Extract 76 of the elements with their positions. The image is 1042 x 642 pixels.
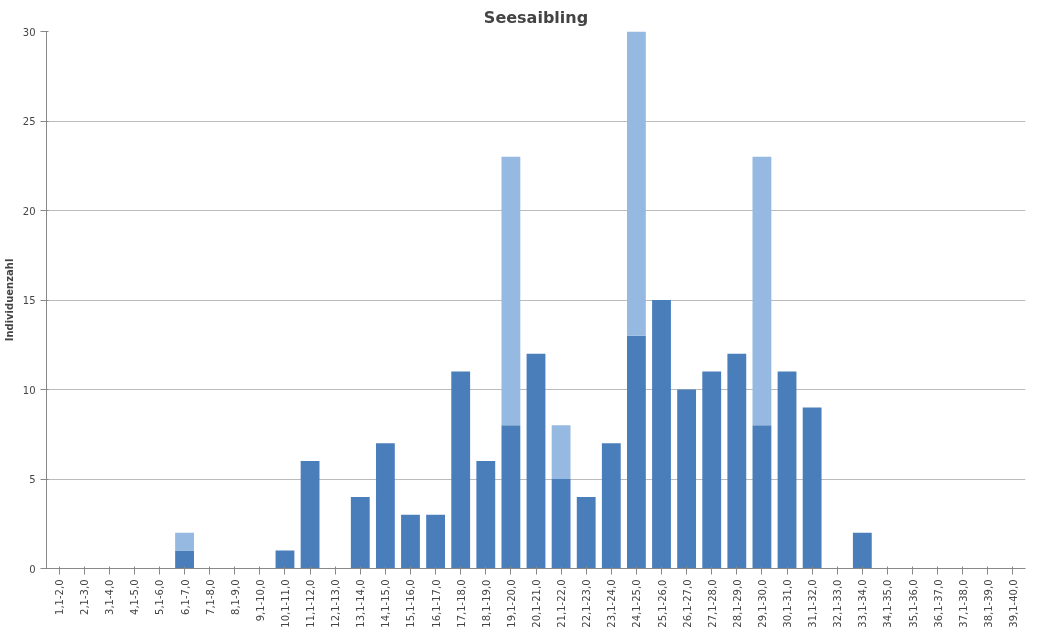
- x-tick-label: 37,1-38,0: [957, 579, 969, 628]
- bar: [401, 514, 420, 569]
- x-tick-label: 33,1-34,0: [857, 579, 869, 628]
- bar: [375, 443, 395, 569]
- x-tick-label: 13,1-14,0: [355, 579, 367, 628]
- bar: [576, 496, 596, 569]
- y-tick-label: 30: [22, 26, 36, 38]
- x-tick-label: 20,1-21,0: [531, 579, 542, 628]
- y-tick-label: 15: [22, 295, 36, 306]
- x-tick-label: 7,1-8,0: [204, 579, 216, 615]
- x-tick-label: 1,1-2,0: [54, 579, 66, 615]
- bar: [300, 461, 320, 569]
- bar: [551, 479, 571, 569]
- x-tick-label: 16,1-17,0: [430, 579, 442, 628]
- x-tick-label: 15,1-16,0: [405, 579, 417, 628]
- x-tick-label: 10,1-11,0: [279, 579, 291, 628]
- x-tick-label: 9,1-10,0: [254, 579, 266, 622]
- x-tick-label: 23,1-24,0: [606, 579, 618, 628]
- y-axis-title: Individuenzahl: [3, 258, 15, 342]
- x-tick-label: 5,1-6,0: [154, 579, 166, 615]
- bar: [350, 496, 370, 569]
- x-tick-label: 4,1-5,0: [129, 579, 141, 615]
- y-tick-label: 20: [22, 205, 36, 217]
- x-tick-label: 36,1-37,0: [932, 579, 944, 628]
- x-tick-label: 30,1-31,0: [782, 579, 794, 628]
- x-tick-label: 11,1-12,0: [305, 579, 317, 628]
- bar: [275, 550, 295, 569]
- bar: [752, 156, 772, 426]
- x-tick-label: 26,1-27,0: [681, 579, 693, 628]
- bar: [702, 371, 722, 569]
- x-tick-label: 25,1-26,0: [656, 579, 668, 628]
- x-tick-label: 31,1-32,0: [807, 579, 819, 628]
- x-tick-label: 17,1-18,0: [455, 579, 467, 628]
- y-tick-label: 5: [29, 474, 36, 485]
- bar: [501, 156, 521, 426]
- y-tick-label: 0: [29, 563, 36, 575]
- x-tick-label: 34,1-35,0: [882, 579, 894, 628]
- bar: [652, 300, 671, 569]
- x-tick-label: 39,1-40,0: [1007, 579, 1019, 628]
- x-tick-label: 21,1-22,0: [556, 579, 568, 628]
- x-tick-label: 22,1-23,0: [581, 579, 593, 628]
- x-tick-label: 19,1-20,0: [505, 579, 517, 628]
- bar: [551, 425, 571, 479]
- bar: [451, 371, 471, 569]
- bar: [752, 425, 772, 569]
- y-tick-label: 10: [22, 384, 36, 396]
- bar: [175, 532, 194, 551]
- bar: [426, 514, 445, 569]
- x-tick-label: 38,1-39,0: [982, 579, 994, 628]
- x-tick-label: 12,1-13,0: [330, 579, 342, 628]
- bar: [627, 335, 646, 569]
- x-tick-label: 29,1-30,0: [756, 579, 768, 628]
- bar: [501, 425, 521, 569]
- y-tick-label: 25: [22, 116, 36, 127]
- x-tick-label: 24,1-25,0: [631, 579, 643, 628]
- bar: [677, 389, 697, 569]
- bar: [627, 31, 646, 336]
- bar: [175, 550, 194, 569]
- x-tick-label: 18,1-19,0: [480, 579, 492, 628]
- bar: [526, 353, 546, 569]
- bar: [802, 407, 822, 569]
- x-tick-label: 27,1-28,0: [706, 579, 718, 628]
- x-tick-label: 2,1-3,0: [79, 579, 91, 615]
- bar: [777, 371, 797, 569]
- bar: [727, 353, 747, 569]
- bar: [476, 461, 496, 569]
- x-tick-label: 32,1-33,0: [832, 579, 844, 628]
- x-tick-label: 35,1-36,0: [907, 579, 919, 628]
- x-tick-label: 8,1-9,0: [229, 579, 241, 615]
- x-tick-label: 28,1-29,0: [731, 579, 743, 628]
- x-tick-label: 3,1-4,0: [104, 579, 116, 615]
- bar: [601, 443, 621, 569]
- x-tick-label: 14,1-15,0: [380, 579, 392, 628]
- bar: [852, 532, 872, 569]
- chart-title: Seesaibling: [483, 7, 589, 27]
- x-tick-label: 6,1-7,0: [179, 579, 191, 615]
